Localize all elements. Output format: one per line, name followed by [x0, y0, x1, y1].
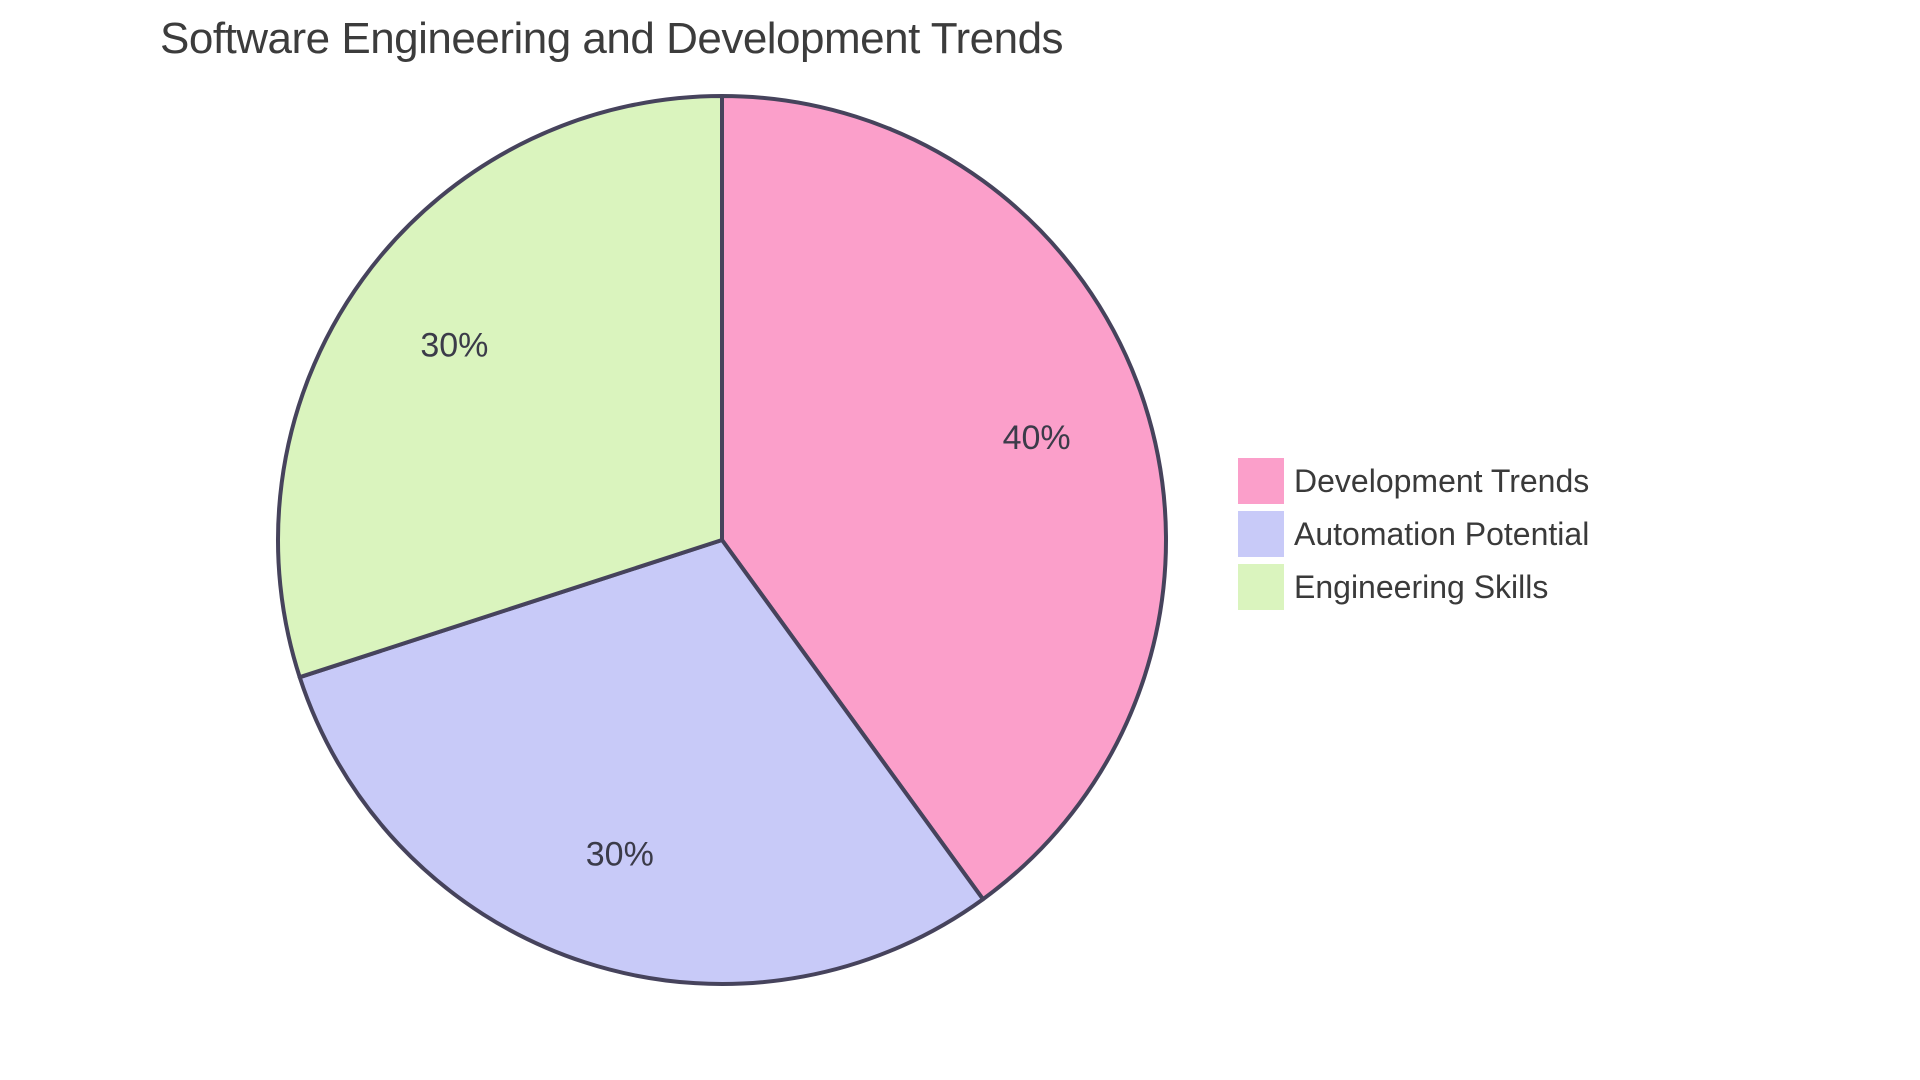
- legend-label-automation-potential: Automation Potential: [1294, 515, 1590, 552]
- chart-title: Software Engineering and Development Tre…: [160, 14, 1064, 63]
- pie-slice-label-engineering-skills: 30%: [420, 327, 488, 365]
- pie-slice-label-automation-potential: 30%: [586, 836, 654, 874]
- pie-slice-development-trends[interactable]: [720, 94, 1168, 902]
- legend-swatch-engineering-skills: [1238, 564, 1284, 610]
- legend-label-development-trends: Development Trends: [1294, 462, 1590, 499]
- legend-swatch-development-trends: [1238, 458, 1284, 504]
- legend-item-development-trends[interactable]: Development Trends: [1238, 458, 1589, 504]
- pie-slice-automation-potential[interactable]: [297, 538, 985, 986]
- legend: Development Trends Automation Potential En…: [1238, 458, 1589, 610]
- pie-slice-engineering-skills[interactable]: [276, 94, 724, 680]
- legend-label-engineering-skills: Engineering Skills: [1294, 568, 1549, 605]
- legend-item-engineering-skills[interactable]: Engineering Skills: [1238, 564, 1589, 610]
- legend-item-automation-potential[interactable]: Automation Potential: [1238, 511, 1589, 557]
- legend-swatch-automation-potential: [1238, 511, 1284, 557]
- pie-slice-label-development-trends: 40%: [1003, 419, 1071, 457]
